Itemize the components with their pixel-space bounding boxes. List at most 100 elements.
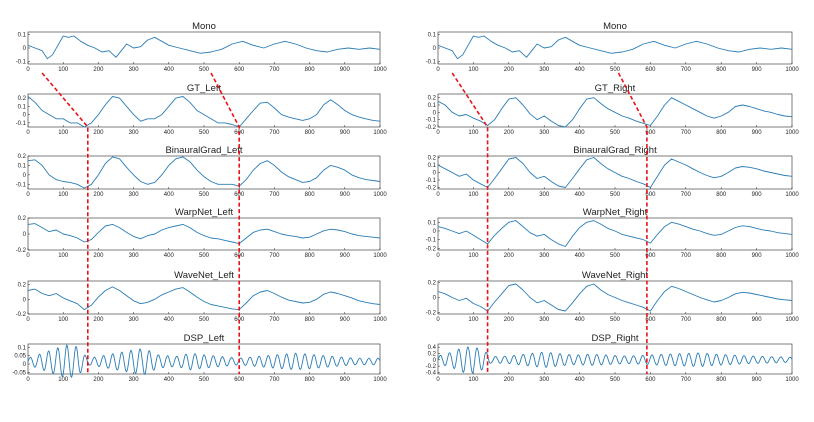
x-tick-label: 700 [681,253,692,259]
x-tick-label: 200 [504,317,515,323]
x-tick-label: 100 [468,317,479,323]
x-tick-label: 500 [610,253,621,259]
subplot-title: WarpNet_Right [583,207,648,218]
subplot-mono: Mono 0 100 200 300 400 500 600 700 800 900 1000 0.1 0… [426,21,800,73]
x-tick-label: 400 [575,130,586,136]
x-tick-label: 900 [340,192,351,198]
x-tick-label: 800 [716,317,727,323]
x-tick-label: 900 [340,67,351,73]
x-tick-label: 100 [468,130,479,136]
x-tick-label: 1000 [373,377,387,383]
y-tick-label: 0.4 [428,345,437,351]
x-tick-label: 700 [681,192,692,198]
y-tick-label: 0.2 [18,216,27,222]
y-tick-label: -0.05 [12,370,26,376]
y-tick-label: 0 [433,46,437,52]
x-tick-label: 300 [129,377,140,383]
x-tick-label: 100 [468,67,479,73]
x-tick-label: 700 [681,130,692,136]
x-tick-label: 1000 [785,253,799,259]
subplot-dsp-left: DSP_Left 0 100 200 300 400 500 600 700 800 900 1000… [12,333,387,383]
subplot-title: GT_Right [595,83,636,94]
y-tick-label: 0.05 [14,354,26,360]
waveform-line [27,156,381,189]
waveform-line [437,283,793,312]
y-tick-label: 0.1 [18,33,27,39]
subplot-binauralgrad-right: BinauralGrad_Right 0 100 200 300 400 500 600 700… [426,145,800,198]
y-tick-label: -0.2 [16,312,27,318]
y-tick-label: 0.2 [428,156,437,162]
x-tick-label: 1000 [785,130,799,136]
y-tick-label: 0 [433,110,437,116]
x-tick-label: 300 [539,130,550,136]
y-tick-label: -0.2 [426,311,437,317]
x-tick-label: 800 [716,67,727,73]
x-tick-label: 900 [752,377,763,383]
subplot-title: GT_Left [187,83,222,94]
left-alignment-line-1 [41,72,89,374]
x-tick-label: 1000 [785,377,799,383]
x-tick-label: 700 [681,317,692,323]
x-tick-label: 700 [269,253,280,259]
x-tick-label: 1000 [785,67,799,73]
x-tick-label: 900 [752,192,763,198]
y-tick-label: 0 [23,46,27,52]
subplot-binauralgrad-left: BinauralGrad_Left 0 100 200 300 400 500 600 700 8… [16,145,388,198]
x-tick-label: 500 [610,130,621,136]
waveform-line [437,346,793,374]
x-tick-label: 700 [269,192,280,198]
x-tick-label: 1000 [373,67,387,73]
y-tick-label: 0.2 [428,351,437,357]
right-alignment-line-1 [451,72,489,374]
y-tick-label: 0.1 [18,345,27,351]
x-tick-label: 800 [716,130,727,136]
x-tick-label: 600 [234,377,245,383]
x-tick-label: 0 [436,317,440,323]
y-tick-label: -0.1 [426,178,437,184]
x-tick-label: 200 [93,317,104,323]
x-tick-label: 900 [752,317,763,323]
x-tick-label: 500 [199,377,210,383]
x-tick-label: 900 [340,130,351,136]
y-tick-label: 0.2 [18,96,27,102]
x-tick-label: 0 [26,317,30,323]
left-alignment-line-2 [210,72,240,374]
x-tick-label: 400 [575,192,586,198]
x-tick-label: 500 [610,192,621,198]
y-tick-label: -0.2 [426,186,437,192]
subplot-title: WaveNet_Right [582,270,649,281]
y-tick-label: 0 [433,358,437,364]
x-tick-label: 0 [26,253,30,259]
y-tick-label: 0 [433,229,437,235]
x-tick-label: 1000 [373,192,387,198]
x-tick-label: 100 [58,317,69,323]
x-tick-label: 300 [539,192,550,198]
x-tick-label: 300 [539,377,550,383]
x-tick-label: 100 [58,253,69,259]
x-tick-label: 700 [681,377,692,383]
y-tick-label: 0 [23,113,27,119]
x-tick-label: 400 [164,253,175,259]
subplot-gt-right: GT_Right 0 100 200 300 400 500 600 700 800 900 1000… [426,83,800,136]
y-tick-label: 0 [433,171,437,177]
x-tick-label: 1000 [785,192,799,198]
subplot-title: DSP_Left [184,333,225,344]
x-tick-label: 0 [436,67,440,73]
subplot-wavenet-right: WaveNet_Right 0 100 200 300 400 500 600 700 800 90… [426,270,800,323]
waveform-line [27,35,381,60]
y-tick-label: -0.2 [426,364,437,370]
waveform-line [27,96,381,128]
axes-box [27,217,381,251]
x-tick-label: 700 [269,67,280,73]
y-tick-label: -0.2 [426,246,437,252]
x-tick-label: 400 [164,192,175,198]
x-tick-label: 500 [610,67,621,73]
right-alignment-line-2 [617,72,648,374]
waveform-line [437,97,793,128]
x-tick-label: 300 [129,67,140,73]
x-tick-label: 600 [645,253,656,259]
x-tick-label: 800 [716,377,727,383]
x-tick-label: 600 [645,192,656,198]
